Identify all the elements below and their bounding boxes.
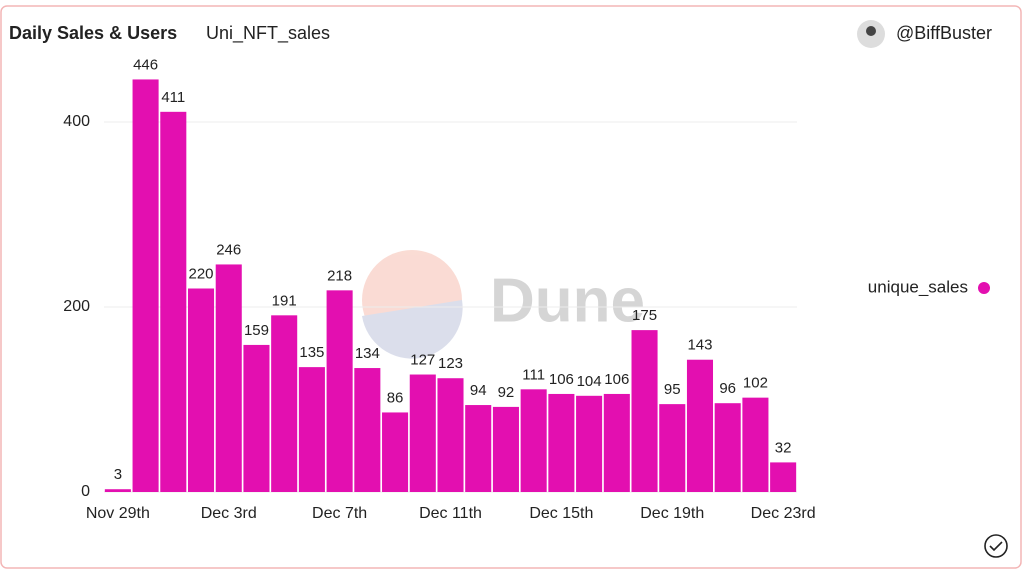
value-label: 3 bbox=[114, 466, 122, 483]
author: @BiffBuster bbox=[896, 23, 992, 43]
bar bbox=[631, 330, 658, 492]
value-label: 411 bbox=[161, 89, 185, 106]
value-label: 106 bbox=[549, 371, 574, 388]
value-label: 446 bbox=[133, 56, 158, 73]
x-tick-label: Dec 23rd bbox=[751, 505, 816, 522]
value-label: 143 bbox=[687, 337, 712, 354]
value-label: 32 bbox=[775, 439, 792, 456]
x-tick-label: Dec 11th bbox=[419, 505, 482, 522]
bar bbox=[603, 393, 630, 492]
watermark-text: Dune bbox=[490, 266, 645, 335]
bar bbox=[354, 368, 381, 492]
value-label: 218 bbox=[327, 267, 352, 284]
bar bbox=[409, 374, 436, 492]
value-label: 86 bbox=[387, 389, 404, 406]
legend-swatch bbox=[978, 282, 990, 294]
y-tick-label: 0 bbox=[81, 483, 90, 500]
chart-subtitle: Uni_NFT_sales bbox=[206, 23, 330, 44]
bar bbox=[382, 412, 409, 492]
value-label: 94 bbox=[470, 382, 487, 399]
bar bbox=[742, 397, 769, 492]
bar bbox=[465, 405, 492, 492]
value-label: 127 bbox=[410, 351, 435, 368]
bar bbox=[187, 288, 215, 492]
x-tick-label: Dec 19th bbox=[640, 505, 704, 522]
value-label: 246 bbox=[216, 241, 241, 258]
bar bbox=[576, 395, 603, 492]
value-label: 104 bbox=[577, 373, 602, 390]
bar bbox=[770, 462, 797, 492]
legend-label: unique_sales bbox=[868, 277, 968, 296]
value-label: 191 bbox=[272, 292, 297, 309]
bar bbox=[714, 403, 741, 492]
check-icon[interactable] bbox=[984, 534, 1008, 558]
avatar-head bbox=[866, 26, 876, 36]
watermark: Dune bbox=[362, 250, 645, 359]
value-label: 92 bbox=[498, 384, 515, 401]
watermark-logo bbox=[362, 250, 462, 350]
value-label: 106 bbox=[604, 371, 629, 388]
value-label: 111 bbox=[522, 366, 545, 383]
check-mark bbox=[989, 541, 1003, 552]
bar bbox=[437, 378, 464, 492]
bar bbox=[298, 367, 325, 492]
value-label: 134 bbox=[355, 345, 380, 362]
bar bbox=[271, 315, 298, 492]
bar bbox=[686, 359, 714, 492]
watermark-logo-part bbox=[362, 300, 463, 359]
value-label: 135 bbox=[299, 344, 324, 361]
bar bbox=[520, 389, 547, 492]
bar bbox=[659, 404, 686, 492]
y-tick-label: 200 bbox=[63, 298, 90, 315]
x-tick-label: Dec 7th bbox=[312, 505, 367, 522]
chart-title: Daily Sales & Users bbox=[9, 23, 177, 43]
bar bbox=[548, 393, 575, 492]
bar bbox=[492, 406, 519, 492]
bar bbox=[104, 489, 131, 492]
value-label: 102 bbox=[743, 375, 768, 392]
value-label: 220 bbox=[189, 265, 214, 282]
bar bbox=[215, 264, 242, 492]
value-label: 159 bbox=[244, 322, 269, 339]
value-label: 95 bbox=[664, 381, 681, 398]
x-tick-label: Dec 3rd bbox=[201, 505, 257, 522]
bar bbox=[243, 344, 270, 492]
x-tick-label: Nov 29th bbox=[86, 505, 150, 522]
bar bbox=[160, 111, 187, 492]
value-label: 175 bbox=[632, 307, 657, 324]
bar bbox=[132, 79, 159, 492]
value-label: 96 bbox=[719, 380, 736, 397]
x-tick-label: Dec 15th bbox=[529, 505, 593, 522]
y-tick-label: 400 bbox=[63, 113, 90, 130]
value-label: 123 bbox=[438, 355, 463, 372]
bar bbox=[326, 290, 353, 492]
